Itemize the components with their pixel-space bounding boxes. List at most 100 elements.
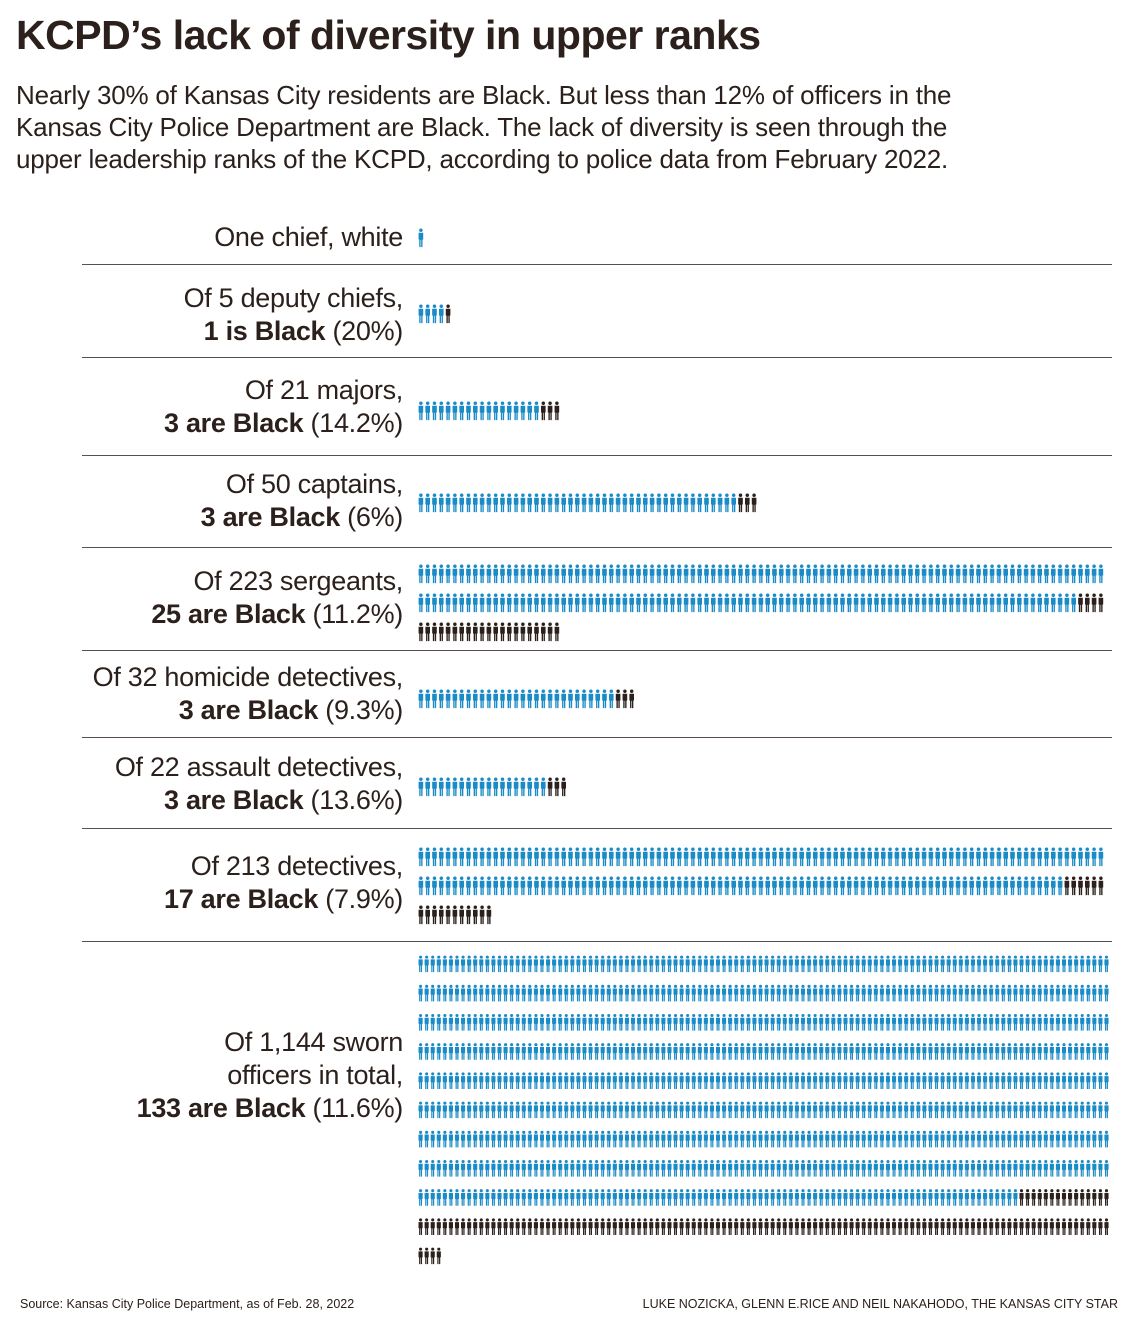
black-count: 25 are Black: [151, 599, 306, 629]
officer-icon-white: [916, 955, 921, 973]
officer-icon-white: [765, 847, 771, 867]
officer-icon-white: [970, 955, 976, 973]
officer-icon-white: [485, 1159, 490, 1177]
officer-icon-white: [724, 593, 730, 613]
black-count: 3 are Black: [164, 785, 304, 815]
divider: [82, 941, 1112, 942]
officer-icon-white: [831, 955, 836, 973]
group-label: Of 1,144 sworn officers in total, 133 are …: [137, 1026, 404, 1125]
officer-icon-white: [958, 1013, 963, 1031]
officer-icon-white: [946, 1159, 951, 1177]
officer-icon-white: [436, 1043, 441, 1060]
officer-icon-white: [1013, 1013, 1018, 1031]
officer-icon-white: [983, 1013, 988, 1031]
officer-icon-white: [891, 1043, 897, 1060]
officer-icon-white: [630, 1130, 636, 1148]
officer-icon-white: [513, 593, 519, 613]
officer-icon-white: [642, 876, 648, 896]
officer-icon-white: [595, 564, 601, 584]
officer-icon-white: [558, 1130, 563, 1148]
officer-icon-white: [540, 564, 546, 584]
officer-icon-white: [513, 689, 519, 709]
officer-icon-black: [472, 905, 478, 925]
officer-icon-white: [493, 401, 499, 421]
officer-icon-white: [472, 564, 478, 584]
officer-icon-white: [1092, 1130, 1097, 1148]
officer-icon-white: [600, 1101, 605, 1119]
officer-icon-white: [982, 847, 988, 867]
officer-icon-white: [898, 1101, 903, 1119]
officer-icon-white: [624, 1159, 630, 1177]
officer-icon-white: [958, 1130, 963, 1148]
officer-icon-white: [430, 1159, 435, 1177]
officer-icon-white: [891, 1159, 897, 1177]
officer-icon-white: [946, 1043, 951, 1060]
officer-icon-white: [806, 876, 811, 896]
officer-icon-white: [782, 1043, 787, 1060]
officer-icon-white: [1092, 1159, 1097, 1177]
officer-icon-white: [812, 876, 818, 896]
officer-icon-white: [825, 1072, 830, 1089]
officer-icon-black: [752, 1218, 757, 1235]
officer-icon-white: [996, 564, 1002, 584]
officer-icon-white: [442, 1013, 447, 1031]
officer-icon-white: [1037, 1013, 1042, 1031]
officer-icon-white: [843, 1072, 848, 1089]
officer-icon-white: [618, 984, 623, 1002]
officer-icon-white: [1049, 1159, 1054, 1177]
officer-icon-white: [1013, 1072, 1018, 1089]
officer-icon-white: [594, 1130, 599, 1148]
officer-icon-white: [849, 1130, 854, 1148]
officer-icon-white: [867, 955, 872, 973]
officer-icon-white: [1013, 984, 1018, 1002]
officer-icon-white: [438, 689, 444, 709]
officer-icon-white: [758, 593, 764, 613]
officer-icon-white: [643, 1130, 648, 1148]
officer-icon-black: [418, 622, 424, 642]
officer-icon-black: [540, 622, 546, 642]
officer-icon-white: [825, 1101, 830, 1119]
officer-icon-white: [1019, 1159, 1024, 1177]
officer-icon-black: [570, 1218, 575, 1235]
officer-icon-white: [606, 984, 611, 1002]
officer-icon-white: [976, 1189, 982, 1206]
officer-icon-white: [424, 1072, 429, 1089]
officer-icon-white: [794, 1072, 799, 1089]
officer-icon-white: [898, 1043, 903, 1060]
officer-icon-black: [744, 493, 750, 513]
officer-icon-white: [527, 1013, 532, 1031]
officer-icon-white: [436, 984, 441, 1002]
officer-icon-white: [442, 1101, 447, 1119]
officer-icon-white: [661, 1159, 666, 1177]
officer-icon-white: [1050, 593, 1056, 613]
officer-icon-white: [448, 1013, 453, 1031]
officer-icon-white: [722, 1013, 727, 1031]
officer-icon-white: [568, 689, 573, 709]
officer-icon-white: [1023, 847, 1029, 867]
officer-icon-black: [418, 905, 424, 925]
officer-icon-white: [649, 876, 655, 896]
officer-icon-white: [812, 593, 818, 613]
officer-icon-white: [1043, 1101, 1048, 1119]
officer-icon-white: [778, 876, 784, 896]
officer-icon-white: [928, 1043, 933, 1060]
officer-icon-white: [717, 493, 723, 513]
officer-icon-white: [1098, 1101, 1103, 1119]
officer-icon-black: [1086, 1189, 1091, 1206]
officer-icon-white: [1078, 564, 1083, 584]
officer-icon-white: [506, 847, 512, 867]
officer-icon-white: [1092, 1013, 1097, 1031]
officer-icon-white: [656, 847, 662, 867]
officer-icon-white: [776, 984, 781, 1002]
divider: [82, 455, 1112, 456]
officer-icon-white: [649, 847, 655, 867]
officer-icon-white: [691, 1013, 696, 1031]
officer-icon-white: [831, 1013, 836, 1031]
officer-icon-white: [466, 401, 471, 421]
officer-icon-white: [649, 984, 654, 1002]
officer-icon-white: [1057, 593, 1063, 613]
officer-icon-white: [690, 847, 696, 867]
officer-icon-white: [594, 1043, 599, 1060]
officer-icon-black: [1019, 1218, 1024, 1235]
officer-icon-white: [425, 564, 431, 584]
